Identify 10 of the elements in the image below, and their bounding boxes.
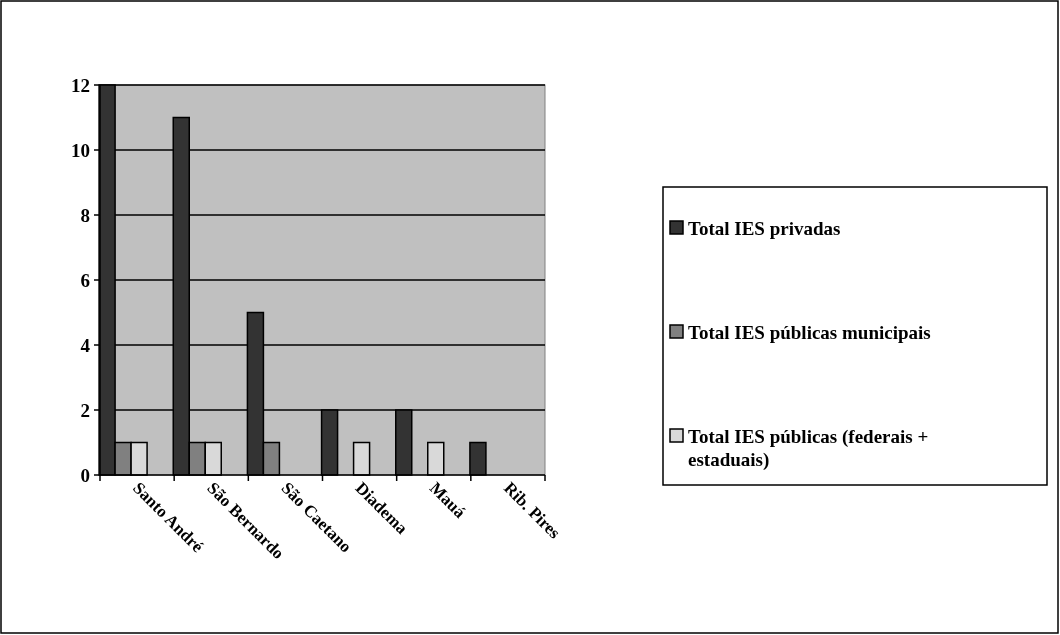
y-tick-label: 8: [80, 204, 90, 226]
legend-label: Total IES privadas: [688, 217, 841, 239]
y-tick-label: 4: [80, 334, 91, 356]
y-tick-label: 12: [71, 74, 90, 96]
legend-label: Total IES públicas municipais: [688, 321, 931, 343]
y-tick-label: 2: [80, 399, 90, 421]
y-tick-label: 6: [80, 269, 90, 291]
y-tick-label: 10: [71, 139, 90, 161]
legend-label: Total IES públicas (federais + estaduais): [688, 425, 929, 472]
y-tick-label: 0: [80, 464, 90, 486]
